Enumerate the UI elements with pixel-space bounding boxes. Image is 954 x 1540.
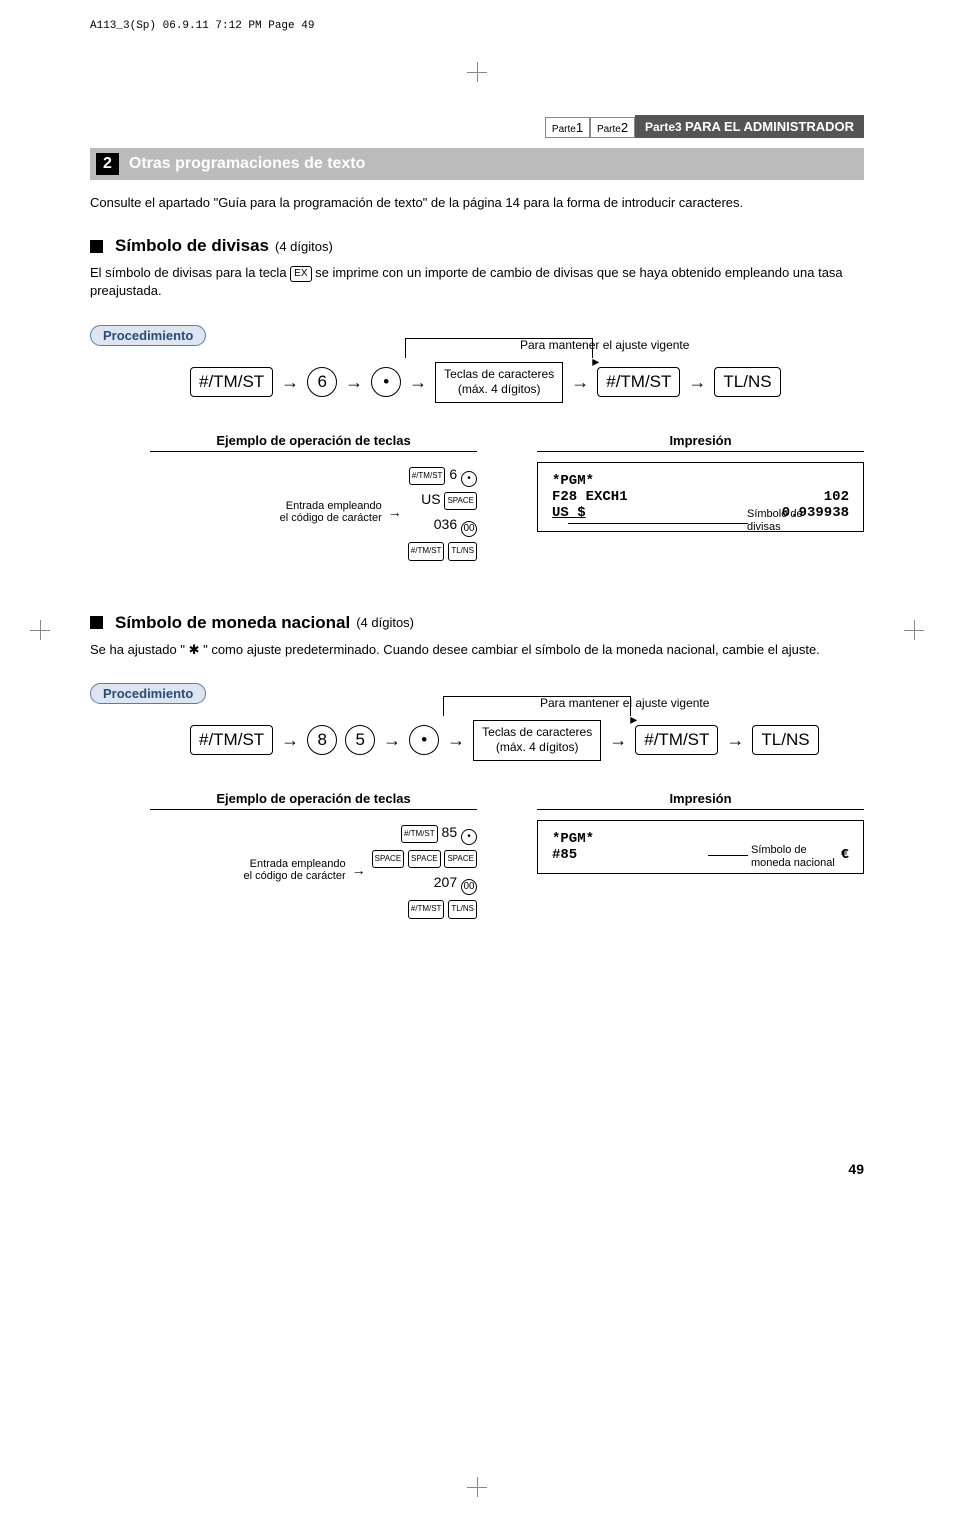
arrow-icon: → (409, 372, 427, 393)
arrow-icon: → (571, 372, 589, 393)
key-tmst: #/TM/ST (597, 367, 680, 397)
key-dot: • (371, 367, 401, 397)
subhead-moneda: Símbolo de moneda nacional (4 dígitos) (90, 613, 864, 633)
key-tlns: TL/NS (714, 367, 780, 397)
key-8: 8 (307, 725, 337, 755)
impression-heading: Impresión (537, 433, 864, 452)
callout-label: Símbolo demoneda nacional (751, 844, 835, 870)
key-tmst: #/TM/ST (190, 367, 273, 397)
receipt-printout: *PGM* F28 EXCH1102 US $0.939938 (537, 462, 864, 532)
key-sequence: #/TM/ST 6 • US SPACE 036 00 #/TM/ST TL/N… (408, 462, 477, 563)
crop-mark-bottom (90, 1477, 864, 1500)
charkeys-box: Teclas de caracteres(máx. 4 dígitos) (435, 362, 563, 403)
example-row-2: Ejemplo de operación de teclas Entrada e… (150, 791, 864, 921)
example-row-1: Ejemplo de operación de teclas Entrada e… (150, 433, 864, 563)
example-heading: Ejemplo de operación de teclas (150, 433, 477, 452)
arrow-icon: → (388, 504, 402, 520)
callout-label: Símbolo dedivisas (747, 508, 803, 534)
arrow-icon: → (281, 372, 299, 393)
crop-mark-right (904, 620, 924, 640)
arrow-icon: → (383, 730, 401, 751)
impression-heading: Impresión (537, 791, 864, 810)
page-number: 49 (90, 1161, 864, 1177)
square-bullet-icon (90, 616, 103, 629)
procedure-pill: Procedimiento (90, 683, 206, 704)
crop-mark-left (30, 620, 50, 640)
key-dot: • (409, 725, 439, 755)
tab-parte3: Parte3 PARA EL ADMINISTRADOR (635, 115, 864, 138)
key-tmst: #/TM/ST (190, 725, 273, 755)
key-tlns: TL/NS (752, 725, 818, 755)
s2-text: Se ha ajustado " ✱ " como ajuste predete… (90, 641, 864, 659)
arrow-icon: → (345, 372, 363, 393)
arrow-icon: → (447, 730, 465, 751)
star-icon: ✱ (189, 642, 200, 657)
breadcrumb-tabs: Parte1 Parte2 Parte3 PARA EL ADMINISTRAD… (90, 115, 864, 138)
arrow-icon: → (726, 730, 744, 751)
flow-diagram-2: Para mantener el ajuste vigente #/TM/ST … (190, 720, 864, 761)
print-header: A113_3(Sp) 06.9.11 7:12 PM Page 49 (90, 20, 864, 32)
square-bullet-icon (90, 240, 103, 253)
key-6: 6 (307, 367, 337, 397)
arrow-icon: → (688, 372, 706, 393)
intro-text: Consulte el apartado "Guía para la progr… (90, 194, 864, 212)
section-title: Otras programaciones de texto (129, 155, 366, 173)
crop-mark-top (90, 62, 864, 85)
key-5: 5 (345, 725, 375, 755)
arrow-icon: → (281, 730, 299, 751)
procedure-pill: Procedimiento (90, 325, 206, 346)
section-header: 2 Otras programaciones de texto (90, 148, 864, 180)
side-label: Entrada empleandoel código de carácter (280, 500, 382, 524)
key-tmst: #/TM/ST (635, 725, 718, 755)
section-number: 2 (96, 153, 119, 175)
ex-key-icon: EX (290, 266, 311, 282)
tab-parte1: Parte1 (545, 117, 590, 138)
flow-diagram-1: Para mantener el ajuste vigente #/TM/ST … (190, 362, 864, 403)
example-heading: Ejemplo de operación de teclas (150, 791, 477, 810)
arrow-icon: → (609, 730, 627, 751)
tab-parte2: Parte2 (590, 117, 635, 138)
arrow-icon: → (352, 862, 366, 878)
s1-text: El símbolo de divisas para la tecla EX s… (90, 264, 864, 300)
side-label: Entrada empleandoel código de carácter (244, 858, 346, 882)
key-sequence: #/TM/ST 85 • SPACE SPACE SPACE 207 00 #/… (372, 820, 477, 921)
subhead-divisas: Símbolo de divisas (4 dígitos) (90, 236, 864, 256)
charkeys-box: Teclas de caracteres(máx. 4 dígitos) (473, 720, 601, 761)
